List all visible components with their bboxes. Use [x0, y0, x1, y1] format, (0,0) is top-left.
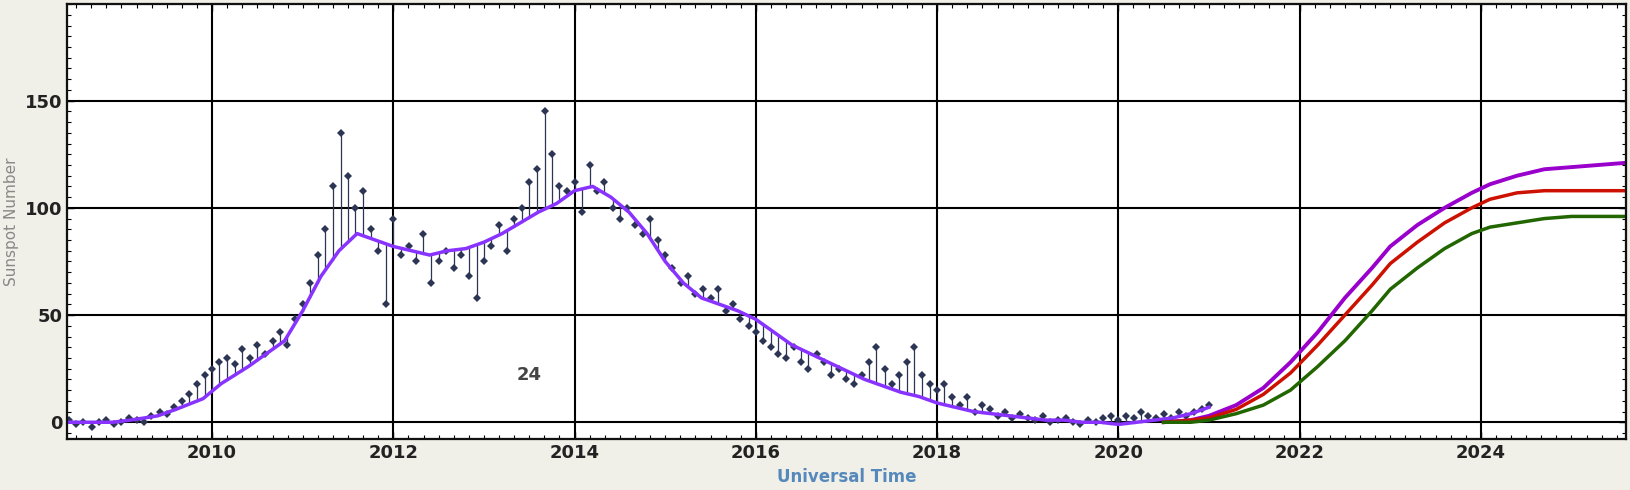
Y-axis label: Sunspot Number: Sunspot Number [5, 158, 20, 286]
X-axis label: Universal Time: Universal Time [778, 468, 916, 486]
Text: 24: 24 [517, 366, 541, 384]
